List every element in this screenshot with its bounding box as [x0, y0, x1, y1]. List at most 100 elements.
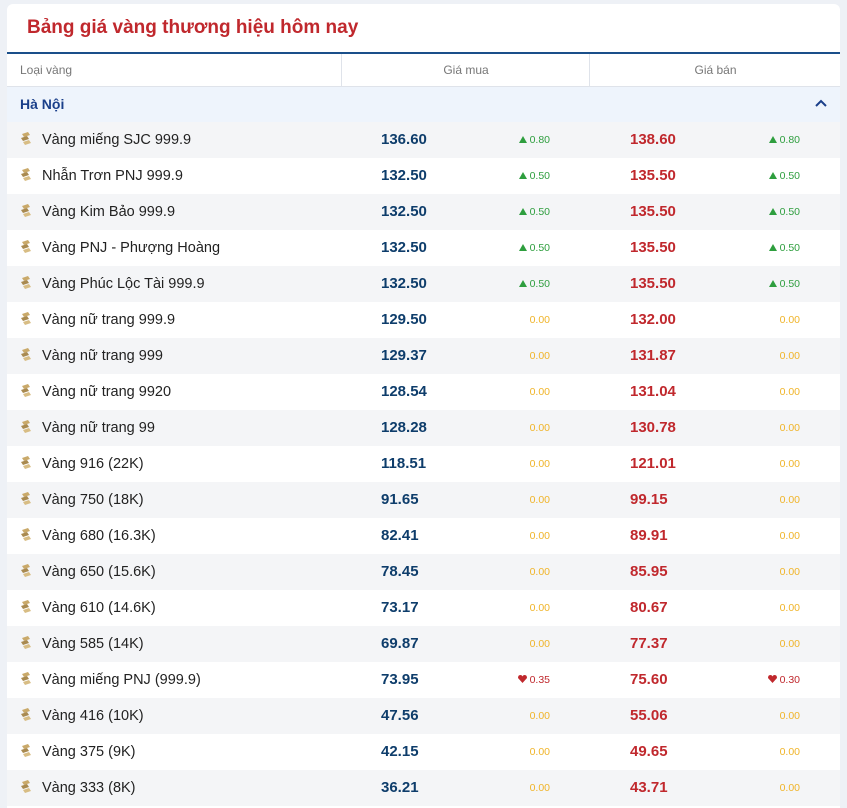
sell-price: 135.50	[630, 275, 676, 292]
price-change: 0.00	[480, 590, 550, 626]
gold-name: Vàng miếng PNJ (999.9)	[42, 672, 201, 688]
sell-price: 55.06	[630, 707, 668, 724]
price-change: 0.50	[730, 158, 800, 194]
change-value: 0.00	[529, 494, 550, 506]
gold-name: Vàng nữ trang 99	[42, 420, 155, 436]
change-value: 0.50	[529, 170, 550, 182]
column-header: Loại vàng	[20, 63, 73, 77]
price-change: 0.00	[480, 302, 550, 338]
sell-price: 135.50	[630, 167, 676, 184]
buy-price: 82.41	[381, 527, 419, 544]
buy-price: 36.21	[381, 779, 419, 796]
price-change: 0.00	[730, 698, 800, 734]
change-value: 0.50	[779, 206, 800, 218]
change-value: 0.00	[529, 458, 550, 470]
price-row: Vàng 650 (15.6K) 78.45 85.95 0.00 0.00	[7, 554, 840, 590]
gold-icon	[21, 780, 31, 793]
gold-icon	[21, 600, 31, 613]
change-value: 0.50	[529, 206, 550, 218]
sell-price: 135.50	[630, 239, 676, 256]
sell-price: 49.65	[630, 743, 668, 760]
buy-price: 132.50	[381, 239, 427, 256]
change-value: 0.80	[779, 134, 800, 146]
sell-price: 131.87	[630, 347, 676, 364]
sell-price: 75.60	[630, 671, 668, 688]
change-value: 0.30	[779, 674, 800, 686]
change-value: 0.80	[529, 134, 550, 146]
buy-price: 136.60	[381, 131, 427, 148]
price-row: Vàng 916 (22K) 118.51 121.01 0.00 0.00	[7, 446, 840, 482]
change-value: 0.00	[529, 422, 550, 434]
price-change: 0.00	[480, 482, 550, 518]
gold-icon	[21, 348, 31, 361]
change-value: 0.00	[529, 530, 550, 542]
change-value: 0.00	[779, 458, 800, 470]
buy-price: 132.50	[381, 203, 427, 220]
gold-icon	[21, 276, 31, 289]
region-row[interactable]: Hà Nội	[7, 87, 840, 123]
buy-price: 118.51	[381, 455, 427, 472]
price-row: Vàng 610 (14.6K) 73.17 80.67 0.00 0.00	[7, 590, 840, 626]
card-title: Bảng giá vàng thương hiệu hôm nay	[27, 17, 359, 38]
price-change: 0.50	[480, 158, 550, 194]
gold-name: Vàng 916 (22K)	[42, 456, 144, 472]
price-change: 0.80	[730, 122, 800, 158]
price-change: 0.00	[730, 374, 800, 410]
price-change: 0.00	[730, 482, 800, 518]
price-row: Vàng 750 (18K) 91.65 99.15 0.00 0.00	[7, 482, 840, 518]
price-change: 0.00	[730, 734, 800, 770]
change-value: 0.50	[779, 242, 800, 254]
price-change: 0.00	[730, 626, 800, 662]
price-row: Vàng 333 (8K) 36.21 43.71 0.00 0.00	[7, 770, 840, 806]
price-change: 0.00	[480, 446, 550, 482]
change-value: 0.50	[529, 278, 550, 290]
price-change: 0.00	[730, 518, 800, 554]
gold-name: Vàng 650 (15.6K)	[42, 564, 156, 580]
change-value: 0.00	[529, 638, 550, 650]
sell-price: 130.78	[630, 419, 676, 436]
sell-price: 80.67	[630, 599, 668, 616]
price-row: Vàng nữ trang 999 129.37 131.87 0.00 0.00	[7, 338, 840, 374]
price-change: 0.50	[480, 194, 550, 230]
gold-icon	[21, 312, 31, 325]
gold-icon	[21, 636, 31, 649]
price-change: 0.00	[730, 338, 800, 374]
price-change: 0.80	[480, 122, 550, 158]
change-value: 0.00	[779, 782, 800, 794]
gold-icon	[21, 204, 31, 217]
price-change: 0.35	[480, 662, 550, 698]
buy-price: 128.28	[381, 419, 427, 436]
change-value: 0.00	[529, 314, 550, 326]
collapse-icon[interactable]	[815, 99, 827, 109]
price-row: Vàng PNJ - Phượng Hoàng 132.50 135.50 0.50…	[7, 230, 840, 266]
price-row: Vàng 680 (16.3K) 82.41 89.91 0.00 0.00	[7, 518, 840, 554]
table-header: Loại vàng Giá mua Giá bán	[7, 54, 840, 87]
change-value: 0.00	[529, 602, 550, 614]
price-change: 0.00	[480, 374, 550, 410]
change-value: 0.00	[779, 422, 800, 434]
price-change: 0.00	[730, 302, 800, 338]
change-value: 0.00	[779, 350, 800, 362]
change-value: 0.00	[779, 566, 800, 578]
buy-price: 129.50	[381, 311, 427, 328]
change-value: 0.00	[779, 638, 800, 650]
gold-name: Vàng 750 (18K)	[42, 492, 144, 508]
gold-name: Nhẫn Trơn PNJ 999.9	[42, 168, 183, 184]
change-value: 0.50	[529, 242, 550, 254]
price-card: Bảng giá vàng thương hiệu hôm nay Loại v…	[7, 4, 840, 808]
title-underline	[7, 52, 840, 54]
change-value: 0.50	[779, 170, 800, 182]
gold-name: Vàng 333 (8K)	[42, 780, 136, 796]
price-change: 0.50	[730, 194, 800, 230]
buy-price: 132.50	[381, 167, 427, 184]
change-value: 0.00	[529, 710, 550, 722]
change-value: 0.00	[779, 746, 800, 758]
change-value: 0.00	[779, 530, 800, 542]
gold-name: Vàng miếng SJC 999.9	[42, 132, 192, 148]
buy-price: 47.56	[381, 707, 419, 724]
sell-price: 131.04	[630, 383, 676, 400]
change-value: 0.00	[529, 350, 550, 362]
gold-name: Vàng 610 (14.6K)	[42, 600, 156, 616]
gold-icon	[21, 744, 31, 757]
gold-icon	[21, 384, 31, 397]
